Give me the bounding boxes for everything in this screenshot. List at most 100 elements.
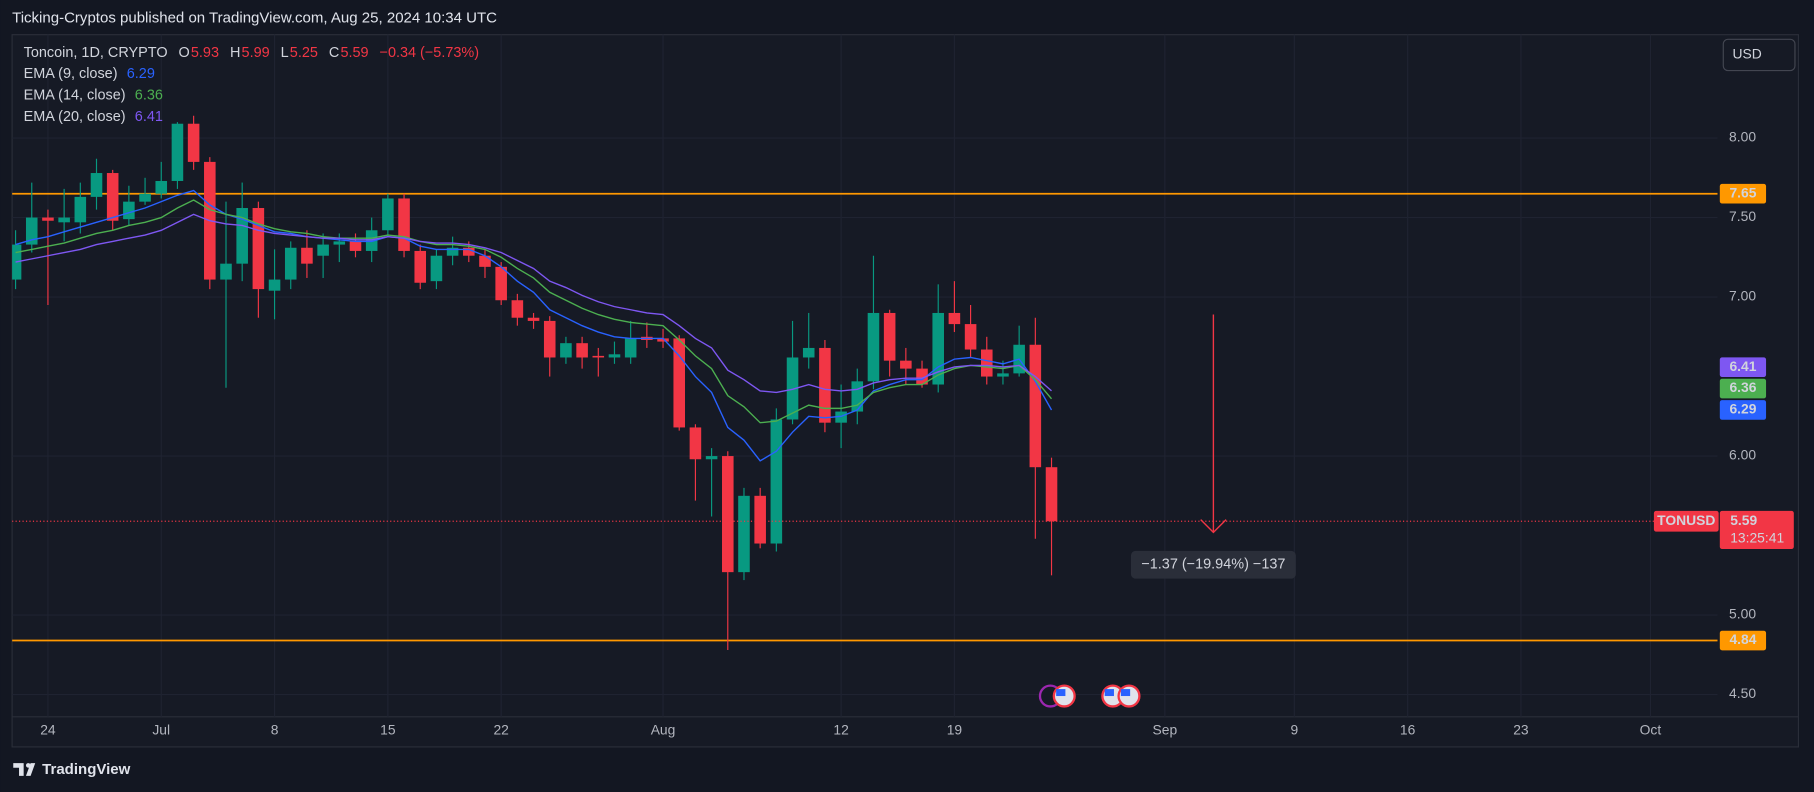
annotation-box: [1130, 550, 1296, 579]
candle-body: [430, 255, 443, 282]
chart-area: [11, 34, 1800, 748]
ohlc-label: L: [281, 45, 289, 61]
y-tick-label: 8.00: [1729, 129, 1756, 145]
candle-body: [786, 357, 799, 420]
candle-body: [592, 355, 605, 358]
ohlc-value: 5.25: [290, 45, 318, 61]
ema-line: [15, 199, 1053, 424]
candle-body: [867, 312, 880, 382]
candle-body: [220, 263, 232, 280]
x-tick-label: 22: [493, 721, 509, 737]
ohlc-value: 5.59: [340, 45, 368, 61]
x-tick-label: 12: [833, 721, 849, 737]
candle-body: [414, 250, 427, 283]
ema-value: 6.41: [135, 109, 163, 125]
y-tick-label: 5.00: [1729, 606, 1756, 622]
candle-body: [382, 198, 394, 231]
x-tick-label: Sep: [1152, 721, 1177, 737]
countdown: 13:25:41: [1730, 529, 1784, 545]
ohlc-value: 5.93: [191, 45, 219, 61]
candle-body: [948, 312, 961, 325]
currency[interactable]: USD: [1733, 46, 1762, 62]
change: −0.34 (−5.73%): [380, 45, 480, 61]
ema-name: EMA (20, close): [24, 109, 126, 125]
symbol: Toncoin, 1D, CRYPTO: [24, 45, 168, 61]
candle-body: [997, 373, 1009, 377]
candle-body: [851, 381, 864, 412]
candle-body: [543, 320, 556, 358]
grid: 4.50 5.00 6.00 7.00 7.50 8.00 24 Jul 8 15 22 Aug 12 1…: [12, 34, 1756, 737]
candle-body: [268, 279, 281, 291]
ema-legend-entry: EMA (9, close) 6.29: [24, 66, 155, 82]
header: Ticking-Cryptos published on TradingView…: [12, 9, 497, 26]
candle-body: [964, 324, 977, 350]
candle-body: [1045, 467, 1058, 522]
price-label-box: [1719, 510, 1794, 550]
candle-body: [900, 360, 912, 369]
candle-body: [608, 354, 621, 358]
candle-body: [123, 201, 135, 220]
candle-body: [58, 217, 70, 223]
ema-value: 6.36: [135, 87, 163, 103]
candle-body: [770, 419, 783, 544]
plot: [12, 115, 1718, 651]
level-label: 7.65: [1729, 184, 1756, 200]
currency-button[interactable]: [1722, 38, 1796, 72]
x-tick-label: 19: [947, 721, 963, 737]
ema-label-box: [1719, 357, 1767, 378]
ema-value: 6.29: [127, 66, 155, 82]
candle-body: [139, 193, 151, 202]
ema-label-box: [1719, 378, 1767, 399]
candle-body: [446, 247, 459, 256]
candle-body: [479, 255, 491, 267]
candle-body: [301, 247, 313, 264]
symbol-label: TONUSD: [1657, 512, 1715, 528]
candle-body: [25, 217, 38, 245]
ema-legend-entry: EMA (14, close) 6.36: [24, 87, 163, 103]
candle-body: [511, 300, 524, 318]
candle-body: [333, 241, 346, 245]
annotation-text: −1.37 (−19.94%) −137: [1141, 557, 1285, 573]
ema-label-box: [1719, 400, 1767, 420]
ema-name: EMA (14, close): [24, 87, 126, 103]
candle-body: [495, 266, 507, 301]
ema-label: 6.29: [1729, 401, 1756, 417]
candle-body: [398, 198, 410, 251]
event-icons: [1038, 684, 1141, 708]
candle-body: [236, 208, 248, 264]
level-label-box: [1719, 183, 1767, 204]
candle-body: [738, 495, 750, 573]
x-tick-label: Aug: [651, 721, 676, 737]
x-tick-label: Jul: [152, 721, 170, 737]
ohlc-label: H: [230, 45, 240, 61]
x-tick-label: 8: [271, 721, 279, 737]
flag-part: [1056, 689, 1066, 697]
candle-body: [171, 123, 184, 181]
candle-body: [916, 368, 928, 385]
ema-line: [15, 189, 1053, 462]
candle-body: [106, 173, 119, 221]
candle-body: [754, 495, 766, 544]
candle-body: [90, 173, 103, 197]
x-tick-label: 15: [380, 721, 396, 737]
x-tick-label: 16: [1400, 721, 1416, 737]
candle-body: [74, 196, 87, 223]
ohlc-label: O: [179, 45, 190, 61]
candle-body: [317, 244, 329, 256]
candle-body: [835, 411, 847, 423]
logo-dot: [25, 763, 31, 768]
candle-body: [657, 338, 669, 342]
ema-legend-entry: EMA (20, close) 6.41: [24, 109, 163, 125]
price-label: 5.59: [1730, 512, 1757, 528]
candle-body: [819, 347, 831, 423]
ema-line: [15, 213, 1052, 394]
candle-body: [155, 180, 168, 194]
flag-part: [1120, 689, 1131, 697]
candle-body: [349, 241, 362, 251]
ohlc-value: 5.99: [242, 45, 270, 61]
candle-body: [722, 456, 734, 573]
candle-body: [527, 317, 540, 321]
level-label-box: [1719, 630, 1767, 651]
